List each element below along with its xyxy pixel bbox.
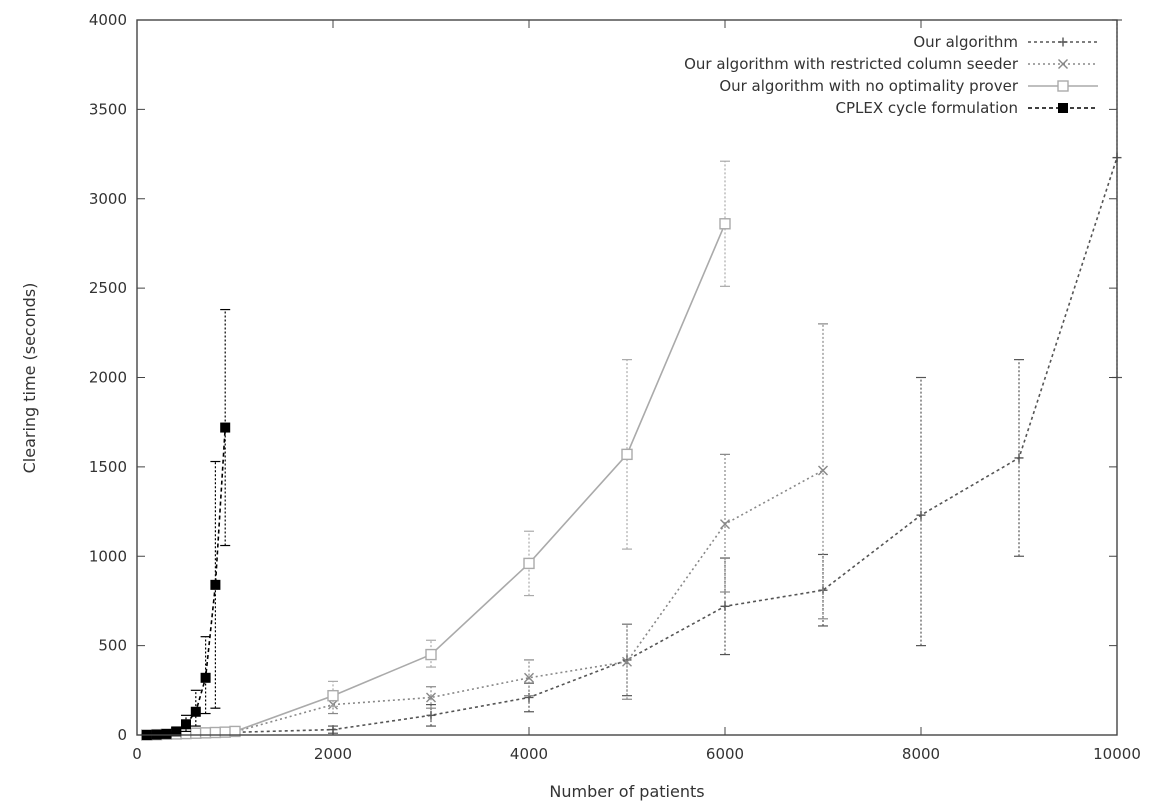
data-point-box bbox=[210, 579, 221, 590]
y-tick-label: 500 bbox=[98, 637, 127, 655]
y-axis-label: Clearing time (seconds) bbox=[20, 283, 39, 474]
data-point bbox=[426, 710, 436, 720]
data-point bbox=[524, 672, 534, 683]
legend-marker-d2 bbox=[1058, 59, 1068, 69]
data-point bbox=[622, 656, 632, 667]
legend-entry-2: Our algorithm with restricted column see… bbox=[684, 55, 1098, 73]
y-tick-label: 4000 bbox=[89, 11, 127, 29]
legend-marker bbox=[1057, 80, 1069, 92]
data-point bbox=[210, 579, 221, 590]
x-tick-label: 10000 bbox=[1093, 745, 1141, 763]
legend-label: Our algorithm bbox=[913, 33, 1018, 51]
data-point bbox=[181, 719, 191, 730]
data-point-box bbox=[200, 672, 211, 683]
legend-marker-box bbox=[1057, 80, 1069, 92]
legend-entry-4: CPLEX cycle formulation bbox=[835, 99, 1098, 117]
series-line bbox=[146, 427, 226, 736]
legend: Our algorithm Our algorithm with restrict… bbox=[684, 33, 1098, 117]
data-point-box bbox=[161, 728, 172, 739]
x-tick-label: 0 bbox=[132, 745, 142, 763]
data-point bbox=[621, 448, 633, 461]
data-point-box bbox=[190, 706, 201, 717]
data-point bbox=[199, 727, 212, 739]
data-point bbox=[190, 727, 202, 739]
data-point-box bbox=[229, 725, 241, 738]
y-tick-label: 2500 bbox=[89, 279, 127, 297]
legend-marker bbox=[1058, 37, 1068, 47]
data-point bbox=[171, 726, 182, 737]
data-point bbox=[719, 218, 731, 230]
data-point-d2 bbox=[426, 692, 436, 703]
x-tick-label: 8000 bbox=[902, 745, 940, 763]
y-tick-label: 3000 bbox=[89, 190, 127, 208]
legend-marker-box bbox=[1058, 103, 1068, 113]
data-point-box bbox=[327, 689, 339, 702]
data-point bbox=[425, 648, 437, 661]
data-point bbox=[161, 728, 172, 739]
data-point-box bbox=[621, 448, 633, 461]
x-tick-label: 6000 bbox=[706, 745, 744, 763]
x-axis-label: Number of patients bbox=[549, 782, 704, 801]
legend-marker bbox=[1058, 103, 1068, 113]
data-point-d2 bbox=[524, 672, 534, 683]
y-tick-label: 2000 bbox=[89, 369, 127, 387]
y-tick-label: 1500 bbox=[89, 458, 127, 476]
data-point bbox=[1014, 453, 1024, 463]
data-point bbox=[327, 689, 339, 702]
data-point-box bbox=[523, 557, 535, 570]
data-point bbox=[200, 672, 211, 683]
y-tick-label: 0 bbox=[117, 726, 127, 744]
legend-entry-1: Our algorithm bbox=[913, 33, 1098, 51]
data-point-box bbox=[209, 726, 222, 739]
y-tick-label: 1000 bbox=[89, 547, 127, 565]
data-point bbox=[190, 706, 201, 717]
data-point bbox=[209, 726, 222, 739]
data-point bbox=[229, 725, 241, 738]
data-point-box bbox=[190, 727, 202, 739]
data-point-box bbox=[220, 422, 231, 433]
ticks-layer: 0 2000 4000 6000 8000 10000 0 500 1000 1500 2000 25… bbox=[89, 11, 1141, 763]
data-point-d2 bbox=[720, 519, 730, 530]
data-point-box bbox=[181, 719, 191, 730]
data-point bbox=[818, 465, 828, 476]
data-point-box bbox=[719, 218, 731, 230]
data-point bbox=[220, 422, 231, 433]
data-point bbox=[916, 510, 926, 520]
data-point-box bbox=[199, 727, 212, 739]
legend-label: Our algorithm with restricted column see… bbox=[684, 55, 1019, 73]
data-point bbox=[720, 601, 730, 611]
x-tick-label: 2000 bbox=[314, 745, 352, 763]
legend-marker bbox=[1058, 59, 1068, 69]
data-point bbox=[523, 557, 535, 570]
data-point-d2 bbox=[818, 465, 828, 476]
legend-label: Our algorithm with no optimality prover bbox=[719, 77, 1019, 95]
legend-label: CPLEX cycle formulation bbox=[835, 99, 1018, 117]
data-point-box bbox=[171, 726, 182, 737]
data-point-box bbox=[425, 648, 437, 661]
data-point-d2 bbox=[622, 656, 632, 667]
x-tick-label: 4000 bbox=[510, 745, 548, 763]
y-tick-label: 3500 bbox=[89, 100, 127, 118]
legend-entry-3: Our algorithm with no optimality prover bbox=[719, 77, 1098, 95]
data-point bbox=[426, 692, 436, 703]
data-point bbox=[720, 519, 730, 530]
